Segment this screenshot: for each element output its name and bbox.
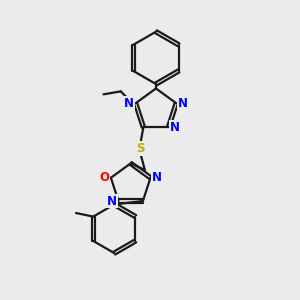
Text: O: O (99, 171, 110, 184)
Text: N: N (152, 171, 162, 184)
Text: N: N (124, 97, 134, 110)
Text: N: N (170, 121, 180, 134)
Text: S: S (136, 142, 145, 155)
Text: N: N (178, 97, 188, 110)
Text: N: N (107, 194, 117, 208)
